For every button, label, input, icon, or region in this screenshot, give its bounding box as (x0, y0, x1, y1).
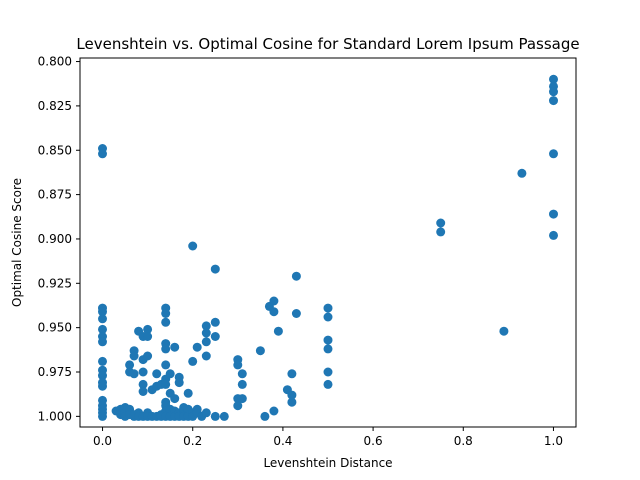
y-tick-label-5: 0.925 (38, 276, 72, 290)
scatter-point-111 (237, 379, 247, 389)
scatter-point-57 (161, 309, 171, 318)
y-tick-label-3: 0.875 (38, 188, 72, 202)
y-tick-label-4: 0.900 (38, 232, 72, 246)
scatter-point-63 (161, 379, 171, 389)
y-tick-label-8: 1.000 (38, 409, 72, 423)
scatter-point-45 (143, 351, 153, 361)
x-tick-label-0: 0.0 (93, 434, 112, 448)
scatter-point-88 (188, 241, 198, 251)
scatter-point-72 (170, 342, 180, 352)
scatter-point-17 (98, 411, 107, 421)
scatter-point-73 (170, 394, 180, 404)
y-axis-label: Optimal Cosine Score (10, 178, 24, 307)
scatter-point-10 (98, 371, 107, 381)
scatter-point-139 (549, 96, 558, 106)
scatter-point-39 (138, 367, 148, 377)
scatter-point-140 (549, 149, 558, 159)
scatter-point-141 (549, 209, 558, 219)
x-tick-label-2: 0.4 (273, 434, 292, 448)
scatter-point-58 (161, 317, 171, 327)
scatter-point-105 (219, 411, 229, 421)
scatter-point-102 (210, 317, 220, 327)
y-tick-label-2: 0.850 (38, 143, 72, 157)
scatter-point-134 (499, 326, 509, 336)
y-tick-label-0: 0.800 (38, 55, 72, 69)
y-axis: 0.800 0.825 0.850 0.875 0.900 0.925 0.950 0.975… (38, 55, 80, 423)
scatter-point-142 (549, 230, 558, 240)
scatter-point-130 (323, 367, 333, 377)
scatter-point-99 (201, 351, 211, 361)
scatter-point-100 (201, 408, 211, 418)
scatter-point-104 (210, 411, 220, 421)
scatter-point-96 (201, 321, 211, 331)
scatter-point-133 (436, 227, 446, 237)
scatter-point-122 (287, 397, 297, 407)
plot-frame (79, 57, 577, 428)
x-axis: 0.0 0.2 0.4 0.6 0.8 1.0 (93, 427, 563, 448)
scatter-point-112 (237, 394, 247, 404)
scatter-point-97 (201, 328, 211, 338)
scatter-point-124 (291, 271, 301, 281)
scatter-point-109 (233, 401, 243, 411)
scatter-point-30 (129, 351, 139, 361)
y-tick-label-7: 0.975 (38, 365, 72, 379)
x-tick-label-5: 1.0 (544, 434, 563, 448)
scatter-point-129 (323, 344, 333, 354)
scatter-point-27 (125, 360, 135, 370)
scatter-point-3 (98, 307, 107, 317)
scatter-point-128 (323, 335, 333, 345)
scatter-point-50 (152, 369, 162, 379)
scatter-point-98 (201, 337, 211, 347)
scatter-point-101 (210, 264, 220, 274)
scatter-point-131 (323, 379, 333, 389)
scatter-point-1 (98, 149, 107, 159)
scatter-point-92 (192, 342, 202, 352)
scatter-point-110 (237, 369, 247, 379)
scatter-point-60 (161, 344, 171, 354)
scatter-point-8 (98, 356, 107, 366)
scatter-point-136 (549, 74, 558, 84)
scatter-point-5 (98, 324, 107, 334)
scatter-point-103 (210, 332, 220, 341)
x-tick-label-1: 0.2 (183, 434, 202, 448)
scatter-point-107 (233, 360, 243, 370)
x-tick-label-3: 0.6 (364, 434, 383, 448)
scatter-point-89 (188, 356, 198, 366)
scatter-point-123 (287, 390, 297, 400)
chart-title: Levenshtein vs. Optimal Cosine for Stand… (76, 35, 579, 53)
x-axis-label: Levenshtein Distance (263, 456, 392, 470)
scatter-point-68 (165, 369, 175, 379)
y-tick-label-1: 0.825 (38, 99, 72, 113)
scatter-point-41 (138, 387, 148, 396)
scatter-point-40 (138, 379, 148, 389)
scatter-point-44 (143, 332, 153, 341)
scatter-point-84 (183, 388, 193, 398)
scatter-point-132 (436, 218, 446, 228)
scatter-point-7 (98, 337, 107, 347)
scatter-point-77 (174, 372, 184, 382)
scatter-point-119 (273, 326, 283, 336)
scatter-point-125 (291, 309, 301, 318)
y-tick-label-6: 0.950 (38, 321, 72, 335)
scatter-point-4 (98, 314, 107, 324)
scatter-point-126 (323, 303, 333, 313)
scatter-point-12 (98, 381, 107, 391)
scatter-point-43 (143, 324, 153, 334)
x-tick-label-4: 0.8 (454, 434, 473, 448)
scatter-point-117 (269, 307, 279, 317)
scatter-point-138 (549, 87, 558, 97)
scatter-point-61 (161, 360, 171, 370)
scatter-point-114 (260, 411, 270, 421)
plot-points (98, 74, 558, 421)
scatter-point-113 (255, 346, 265, 356)
scatter-point-121 (287, 369, 297, 379)
scatter-point-118 (269, 406, 279, 416)
scatter-point-31 (129, 369, 139, 379)
scatter-point-116 (269, 296, 279, 306)
scatter-point-135 (517, 168, 527, 178)
scatter-point-127 (323, 312, 333, 322)
